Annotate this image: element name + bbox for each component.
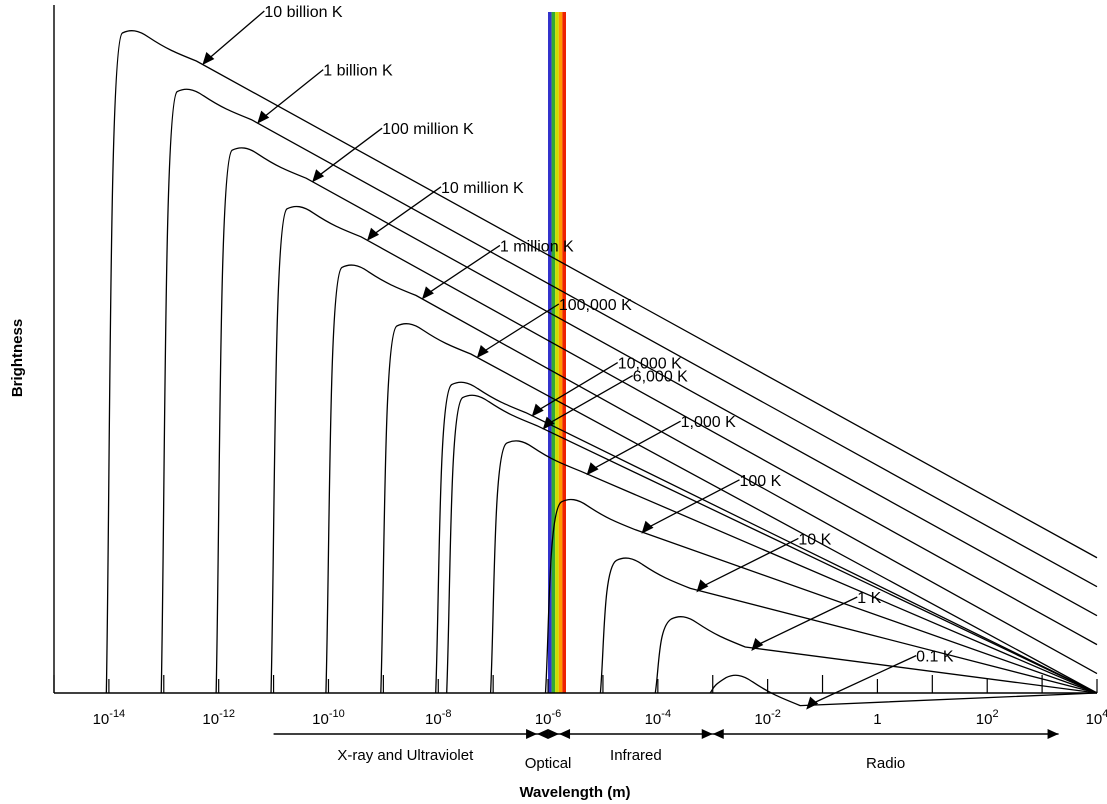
arrow-head [367,227,380,241]
x-tick-label: 102 [976,708,999,728]
curve-label: 100,000 K [559,297,632,314]
visible-spectrum-band [548,12,566,693]
arrow-head [696,579,709,593]
visible-spectrum-stripe [555,12,559,693]
blackbody-curve [544,498,1098,694]
x-tick-label: 104 [1086,708,1107,728]
blackbody-curve [215,147,1098,694]
curve-label: 10 billion K [264,4,343,21]
curve-label: 10 million K [441,180,524,197]
blackbody-curve [446,394,1098,694]
visible-spectrum-stripe [548,12,552,693]
arrow-head [476,345,489,358]
y-axis-label: Brightness [9,319,26,397]
band-label: Infrared [610,747,662,764]
band-arrow-right [526,729,538,739]
blackbody-curve [160,88,1098,694]
curve-label-arrow [482,303,560,353]
visible-spectrum-stripe [558,12,563,693]
x-tick-label: 10-6 [535,708,561,728]
curve-label-arrow [372,186,442,236]
blackbody-curve [435,381,1098,694]
curve-label: 1 million K [500,238,574,255]
x-tick-label: 10-14 [93,708,126,728]
curve-label-arrow [702,537,799,587]
curve-label: 1 billion K [323,63,393,80]
band-arrow-right [701,729,713,739]
blackbody-curve [270,205,1098,694]
band-arrow-left [537,729,549,739]
curve-label-arrow [427,244,501,294]
arrow-head [751,638,764,651]
curve-label: 6,000 K [633,369,688,386]
curve-label: 1 K [857,590,881,607]
curve-label-arrow [207,10,265,60]
blackbody-curve [489,440,1098,694]
x-axis-label: Wavelength (m) [519,784,630,801]
curve-label: 10,000 K [618,356,682,373]
x-tick-label: 10-10 [312,708,345,728]
blackbody-curves [105,30,1098,707]
arrow-head [202,52,215,65]
curve-label-arrow [317,127,383,177]
wavelength-band-ranges: X-ray and Ultraviolet Optical Infrared Radi… [273,729,1059,772]
arrow-head [586,462,599,476]
x-tick-label: 10-12 [202,708,235,728]
arrow-head [312,169,325,183]
x-axis: 10-14 10-12 10-10 10-8 10-6 10-4 10-2 1 102 104 [53,5,1107,728]
band-arrow-right [1047,729,1059,739]
curve-label: 100 million K [382,121,474,138]
curve-label-arrow [757,596,858,646]
band-arrow-left [559,729,571,739]
arrow-head [806,696,819,710]
curve-label: 1,000 K [681,414,736,431]
x-tick-label: 1 [873,711,881,728]
blackbody-curve [380,323,1098,694]
curve-label-arrow [537,362,619,412]
blackbody-curve [709,674,1098,707]
band-label: Radio [866,755,905,772]
blackbody-curve [325,264,1098,694]
blackbody-curve [599,557,1098,694]
curve-label-arrows: 10 billion K 1 billion K 100 million K 10 m… [202,4,954,710]
arrow-head [542,416,555,430]
x-tick-label: 10-2 [754,708,780,728]
curve-label: 100 K [740,473,782,490]
blackbody-curve [105,30,1098,694]
curve-label-arrow [262,69,324,119]
blackbody-curve [654,616,1098,694]
visible-spectrum-stripe [551,12,556,693]
curve-label: 0.1 K [916,649,954,666]
arrow-head [641,520,654,534]
curve-label-arrow [592,420,681,470]
visible-spectrum-stripe [562,12,566,693]
x-tick-label: 10-4 [645,708,671,728]
curve-label: 10 K [798,531,831,548]
band-arrow-right [548,729,560,739]
band-label: X-ray and Ultraviolet [337,747,474,764]
band-label: Optical [525,755,572,772]
arrow-head [257,110,270,124]
band-arrow-left [712,729,724,739]
x-tick-label: 10-8 [425,708,451,728]
arrow-head [421,286,434,300]
curve-label-arrow [647,479,740,529]
curve-label-arrow [811,655,917,705]
curve-label-arrow [548,375,634,425]
arrow-head [531,403,544,417]
